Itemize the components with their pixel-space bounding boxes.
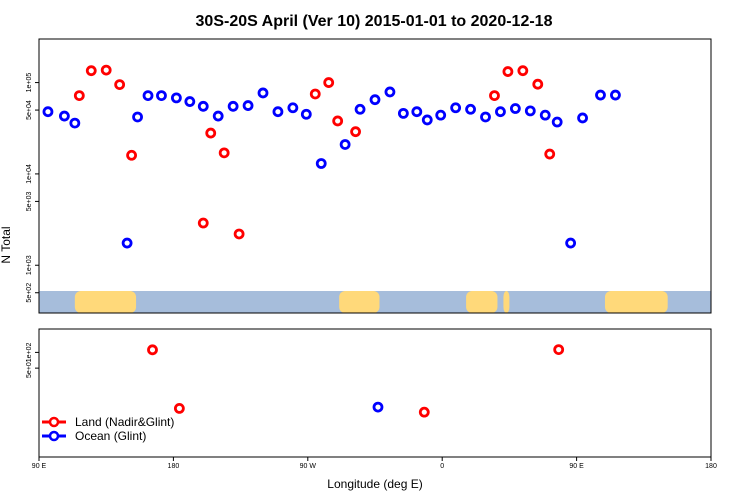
land-point	[147, 344, 158, 356]
land-point	[332, 115, 344, 127]
ocean-point	[524, 105, 536, 117]
land-point	[323, 77, 335, 88]
land-point	[173, 402, 185, 414]
land-point	[502, 66, 514, 77]
x-tick-label: 90 W	[300, 463, 317, 470]
y-tick-label: 1e+03	[26, 255, 33, 275]
y-tick-label: 1e+02	[26, 342, 33, 362]
land-ocean-strip	[39, 291, 711, 313]
chart-title: 30S-20S April (Ver 10) 2015-01-01 to 202…	[196, 13, 553, 30]
ocean-point	[287, 102, 299, 114]
ocean-point	[257, 87, 269, 99]
ocean-point	[539, 109, 551, 121]
x-axis-label: Longitude (deg E)	[327, 477, 422, 491]
ocean-point	[272, 106, 284, 118]
land-segment	[466, 291, 498, 313]
top-panel-points	[42, 64, 621, 249]
legend: Land (Nadir&Glint) Ocean (Glint)	[42, 415, 174, 443]
ocean-point	[300, 108, 312, 120]
y-axis-label: N Total	[0, 226, 13, 263]
ocean-point	[421, 114, 433, 126]
land-point	[489, 90, 500, 102]
ocean-point	[369, 94, 381, 106]
ocean-point	[315, 158, 327, 169]
ocean-point	[551, 116, 563, 128]
legend-label-land: Land (Nadir&Glint)	[75, 415, 174, 429]
ocean-point	[170, 92, 182, 104]
x-axis: 90 E 180 90 W 0 90 E 180	[32, 457, 717, 470]
bottom-panel-frame	[38, 328, 712, 458]
x-tick-label: 180	[168, 463, 180, 470]
ocean-point	[197, 100, 209, 112]
ocean-point	[156, 90, 167, 102]
ocean-point	[339, 139, 351, 150]
y-tick-label: 5e+03	[26, 191, 33, 211]
land-point	[517, 65, 529, 77]
ocean-point	[480, 111, 491, 123]
ocean-point	[372, 401, 384, 413]
land-point	[544, 148, 556, 160]
ocean-point	[610, 89, 621, 101]
ocean-point	[58, 110, 70, 122]
ocean-point	[69, 117, 81, 129]
legend-marker-land	[48, 416, 60, 428]
ocean-point	[227, 100, 239, 112]
land-point	[85, 65, 97, 77]
land-point	[126, 149, 137, 161]
ocean-point	[565, 237, 577, 249]
ocean-point	[142, 90, 154, 102]
legend-marker-ocean	[48, 430, 60, 442]
y-tick-label: 5e+04	[26, 100, 33, 120]
land-point	[197, 217, 209, 229]
ocean-point	[411, 106, 423, 118]
y-tick-label: 5e+02	[26, 283, 33, 303]
x-tick-label: 90 E	[32, 463, 47, 470]
y-tick-label: 1e+05	[26, 73, 33, 93]
ocean-point	[354, 103, 366, 115]
land-point	[114, 79, 126, 91]
x-tick-label: 0	[440, 463, 444, 470]
top-y-axis: 5e+02 1e+03 5e+03 1e+04 5e+04 1e+05	[26, 73, 39, 303]
ocean-point	[495, 106, 506, 118]
ocean-point	[595, 89, 606, 101]
land-point	[233, 228, 245, 240]
ocean-point	[577, 112, 588, 124]
land-point	[418, 406, 430, 418]
ocean-point	[384, 86, 396, 98]
ocean-point	[450, 102, 462, 114]
y-tick-label: 5e+01	[26, 358, 33, 378]
land-point	[218, 147, 230, 159]
ocean-point	[184, 96, 196, 107]
ocean-point	[242, 100, 254, 111]
land-segment	[503, 291, 510, 313]
x-tick-label: 90 E	[569, 463, 584, 470]
land-segment	[74, 291, 137, 313]
ocean-point	[397, 107, 409, 119]
ocean-point	[132, 111, 143, 123]
ocean-point	[42, 106, 54, 118]
land-segment	[604, 291, 668, 313]
land-point	[350, 126, 361, 138]
land-point	[532, 78, 544, 90]
land-point	[309, 88, 321, 100]
y-tick-label: 1e+04	[26, 164, 33, 184]
ocean-point	[212, 110, 224, 122]
land-point	[73, 90, 85, 102]
land-point	[553, 344, 565, 356]
top-panel-frame	[38, 38, 712, 314]
x-tick-label: 180	[705, 463, 717, 470]
ocean-point	[121, 237, 133, 249]
bottom-panel-points	[147, 344, 565, 418]
ocean-point	[465, 103, 476, 115]
land-point	[205, 127, 217, 139]
land-segment	[339, 291, 380, 313]
ocean-point	[435, 109, 447, 121]
land-point	[100, 64, 112, 76]
ocean-point	[509, 103, 521, 114]
legend-label-ocean: Ocean (Glint)	[75, 429, 146, 443]
